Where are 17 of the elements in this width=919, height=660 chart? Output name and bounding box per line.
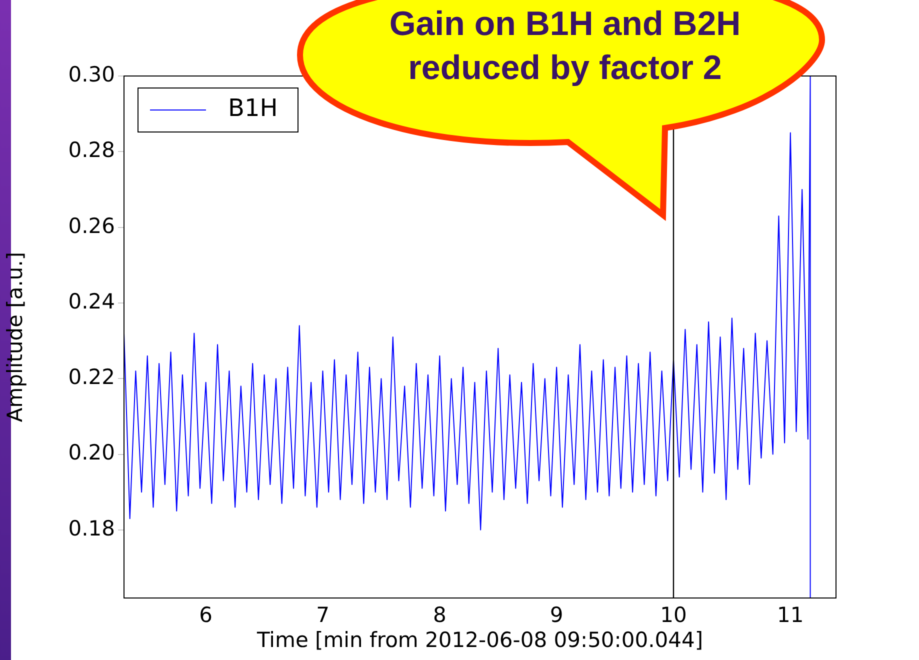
y-tick-label: 0.24 — [68, 289, 115, 314]
legend-label: B1H — [228, 94, 278, 122]
x-axis-title: Time [min from 2012-06-08 09:50:00.044] — [256, 628, 704, 652]
x-tick-label: 11 — [777, 603, 804, 628]
y-tick-label: 0.18 — [68, 516, 115, 540]
x-tick-label: 7 — [316, 603, 330, 628]
annotation: Gain on B1H and B2H reduced by factor 2 — [388, 4, 742, 89]
y-tick-label: 0.30 — [68, 62, 115, 86]
x-tick-label: 8 — [432, 603, 446, 628]
x-tick-label: 9 — [550, 603, 564, 628]
y-tick-label: 0.28 — [68, 138, 115, 162]
y-axis-title: Amplitude [a.u.] — [3, 252, 28, 422]
x-tick-label: 10 — [660, 603, 687, 628]
x-tick-label: 6 — [199, 603, 213, 628]
y-tick-label: 0.20 — [68, 440, 115, 465]
y-tick-label: 0.22 — [68, 365, 115, 390]
y-tick-label: 0.26 — [68, 214, 115, 238]
